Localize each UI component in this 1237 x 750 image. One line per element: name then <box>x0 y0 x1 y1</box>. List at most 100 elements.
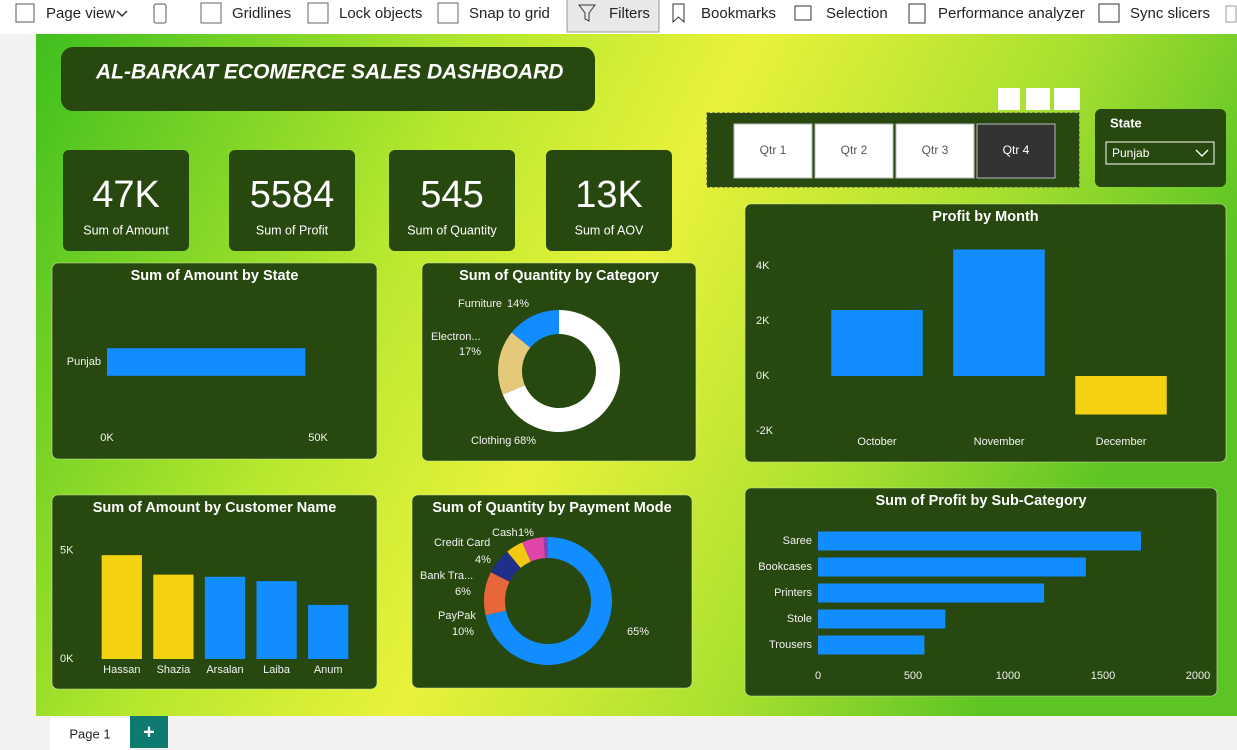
y-tick-label: Saree <box>783 535 812 547</box>
y-tick-label: -2K <box>756 425 774 437</box>
quarter-buttons: Qtr 1 Qtr 2 Qtr 3 Qtr 4 <box>733 123 1056 179</box>
slice-label: Clothing <box>471 435 511 447</box>
kpi-label: Sum of Profit <box>256 223 329 237</box>
quarter-label[interactable]: Qtr 2 <box>841 143 868 157</box>
quarter-button[interactable] <box>814 123 894 179</box>
page-tab[interactable] <box>50 718 130 750</box>
x-tick-label: 500 <box>904 670 922 682</box>
dropdown-value[interactable]: Punjab <box>1112 146 1150 160</box>
x-tick-label: 1000 <box>996 670 1020 682</box>
y-tick-label: Stole <box>787 613 812 625</box>
slice-label: PayPak <box>438 610 476 622</box>
kpi-card <box>389 150 515 251</box>
chevron[interactable] <box>1195 149 1209 157</box>
slice-value: 14% <box>507 298 529 310</box>
x-tick-label: Arsalan <box>206 664 243 676</box>
toolbar-item[interactable]: Gridlines <box>232 5 291 22</box>
quarter-label[interactable]: Qtr 3 <box>922 143 949 157</box>
toolbar-item[interactable]: Filters <box>609 5 650 22</box>
add-page-button[interactable] <box>130 716 168 748</box>
add-page-label[interactable]: + <box>143 721 155 743</box>
kpi-card <box>546 150 672 251</box>
slice-value: 4% <box>475 554 491 566</box>
quarter-label[interactable]: Qtr 4 <box>1003 143 1030 157</box>
y-tick-label: 4K <box>756 260 770 272</box>
donut-slice <box>502 310 620 432</box>
chart-panel <box>421 262 697 462</box>
toolbar-item[interactable]: Page view <box>46 5 115 22</box>
donut-slice <box>507 542 531 568</box>
donut-slice <box>511 310 559 348</box>
kpi-value: 13K <box>575 174 643 216</box>
donut-slice <box>484 572 510 616</box>
checkbox[interactable] <box>200 2 222 24</box>
toolbar-item[interactable]: Snap to grid <box>469 5 550 22</box>
x-tick-label: 0K <box>100 432 114 444</box>
dropdown[interactable] <box>1105 141 1215 165</box>
donut-slice <box>498 332 531 395</box>
visual-filter-icon[interactable] <box>998 88 1020 110</box>
dashboard-title: AL-BARKAT ECOMERCE SALES DASHBOARD <box>95 61 563 84</box>
toolbar-item[interactable]: Selection <box>826 5 888 22</box>
toolbar-item[interactable]: Performance analyzer <box>938 5 1085 22</box>
kpi-value: 47K <box>92 174 160 216</box>
donut-slice <box>485 537 612 665</box>
checkbox[interactable] <box>437 2 459 24</box>
charts: Sum of Amount by State 0K 50K Punjab Sum of … <box>51 203 1227 697</box>
quarter-button[interactable] <box>733 123 813 179</box>
x-tick-label: 1500 <box>1091 670 1115 682</box>
toolbar-item[interactable]: Bookmarks <box>701 5 776 22</box>
page-tab-label[interactable]: Page 1 <box>69 726 110 741</box>
bar <box>204 576 246 659</box>
selection-icon <box>794 5 812 21</box>
slice-value: 65% <box>627 626 649 638</box>
slice-value: 10% <box>452 626 474 638</box>
y-tick-label: 0K <box>756 370 770 382</box>
bar <box>107 348 306 376</box>
kpi-value: 545 <box>420 174 483 216</box>
y-tick-label: 2K <box>756 315 770 327</box>
chevron[interactable] <box>116 10 128 18</box>
slice-value: 1% <box>518 527 534 539</box>
x-tick-label: October <box>857 436 896 448</box>
slice-label: Bank Tra... <box>420 570 473 582</box>
x-tick-label: Anum <box>314 664 343 676</box>
quarter-label[interactable]: Qtr 1 <box>760 143 787 157</box>
toolbar-item[interactable]: Sync slicers <box>1130 5 1210 22</box>
bar <box>101 555 142 659</box>
chart-title: Sum of Quantity by Category <box>459 268 659 284</box>
x-tick-label: Hassan <box>103 664 140 676</box>
quarter-button[interactable] <box>895 123 975 179</box>
x-tick-label: December <box>1096 436 1147 448</box>
mobile-icon[interactable] <box>153 3 167 24</box>
more-options-icon[interactable] <box>1054 88 1080 110</box>
focus-mode-icon[interactable] <box>1026 88 1050 110</box>
y-tick-label: Trousers <box>769 639 812 651</box>
bar <box>1075 376 1167 415</box>
x-tick-label: November <box>974 436 1025 448</box>
chart-title: Sum of Quantity by Payment Mode <box>432 500 671 516</box>
kpi-label: Sum of AOV <box>575 223 644 237</box>
x-tick-label: 50K <box>308 432 328 444</box>
page-view-icon[interactable] <box>15 3 35 23</box>
quarter-button[interactable] <box>976 123 1056 179</box>
slice-value: 68% <box>514 435 536 447</box>
donut-slice <box>522 537 546 562</box>
donut-slice <box>543 537 548 559</box>
performance-icon <box>908 3 926 24</box>
bar <box>153 574 194 659</box>
chart-title: Sum of Amount by State <box>131 268 299 284</box>
toolbar-item[interactable]: Lock objects <box>339 5 422 22</box>
tab-bar <box>0 716 1237 750</box>
bar <box>818 635 925 655</box>
kpi-card <box>229 150 355 251</box>
bar <box>818 531 1141 551</box>
bar <box>818 609 946 629</box>
slice-label: Credit Card <box>434 537 490 549</box>
x-tick-label: 2000 <box>1186 670 1210 682</box>
kpi-cards: 47K Sum of Amount 5584 Sum of Profit 545 Sum … <box>63 150 672 251</box>
slicer-label: State <box>1110 115 1142 130</box>
checkbox[interactable] <box>307 2 329 24</box>
sync-icon <box>1098 3 1120 23</box>
